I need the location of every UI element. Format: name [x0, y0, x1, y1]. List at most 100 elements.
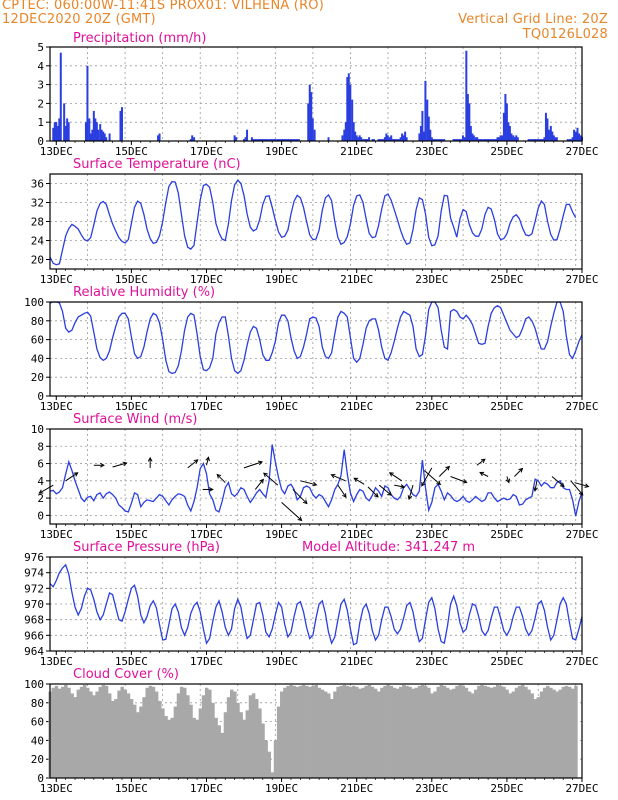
precip-bar — [529, 139, 532, 141]
cloud-bar — [145, 687, 149, 778]
cloud-bar — [427, 687, 431, 778]
precip-bar — [488, 139, 491, 141]
precip-bar — [291, 139, 294, 141]
y-tick-label: 40 — [31, 352, 44, 365]
precip-bar — [346, 77, 349, 141]
precip-bar — [94, 118, 97, 141]
wind-vector-arrow — [65, 472, 79, 482]
precip-bar — [576, 127, 579, 141]
precip-bar — [66, 118, 69, 141]
precip-bar — [272, 139, 275, 141]
cloud-bar — [436, 686, 441, 778]
cloud-bar — [364, 685, 369, 778]
wind-vector-arrow — [263, 472, 279, 486]
x-tick-label: 17DEC — [190, 655, 223, 668]
cloud-bar — [183, 687, 187, 778]
cloud-bar — [270, 772, 275, 778]
precip-bar — [402, 135, 405, 141]
precip-bar — [292, 139, 295, 141]
x-tick-label: 27DEC — [565, 145, 598, 158]
cloud-bar — [377, 691, 381, 778]
y-tick-label: 2 — [37, 97, 44, 110]
precip-bar — [289, 139, 292, 141]
x-tick-label: 19DEC — [265, 145, 298, 158]
wind-vector-arrow — [187, 459, 199, 469]
panel-pres: Surface Pressure (hPa) Model Altitude: 34… — [24, 540, 598, 668]
precip-bar — [474, 137, 477, 141]
precip-bar — [493, 139, 496, 141]
cloud-bar — [323, 691, 328, 778]
precip-bar — [84, 122, 87, 141]
cloud-bar — [345, 685, 350, 778]
cloud-bar — [286, 685, 290, 778]
cloud-bar — [367, 684, 372, 778]
precip-bar — [311, 118, 314, 141]
cloud-bar — [567, 686, 572, 778]
precip-bar — [438, 139, 441, 141]
cloud-bar — [54, 685, 59, 778]
cloud-bar — [173, 706, 178, 778]
precip-bar — [99, 124, 102, 141]
y-tick-label: 0 — [37, 390, 44, 403]
precip-bar — [388, 137, 391, 141]
precip-bar — [568, 139, 571, 141]
wind-vector-arrow — [438, 465, 451, 477]
precip-bar — [543, 137, 546, 141]
precip-bar — [427, 116, 430, 141]
cloud-bar — [73, 697, 78, 778]
wind-vector-arrow — [551, 476, 565, 488]
precip-bar — [385, 133, 388, 141]
wind-vector-arrow — [367, 486, 379, 498]
precip-bar — [264, 139, 267, 141]
precip-bar — [56, 125, 59, 141]
precip-bar — [55, 122, 58, 141]
precip-bar — [394, 139, 397, 141]
precip-bar — [457, 139, 460, 141]
cloud-bar — [154, 691, 159, 778]
cloud-bar — [564, 685, 569, 778]
precip-bar — [349, 84, 352, 141]
precip-bar — [571, 137, 574, 141]
precip-bar — [390, 135, 393, 141]
x-tick-label: 19DEC — [265, 273, 298, 286]
precip-bar — [440, 139, 443, 141]
precip-bar — [484, 139, 487, 141]
precip-bar — [490, 139, 493, 141]
cloud-bar — [195, 719, 200, 778]
x-tick-label: 23DEC — [415, 273, 448, 286]
precip-bar — [244, 137, 247, 141]
precip-bar — [307, 103, 310, 141]
precip-bar — [193, 137, 196, 141]
precip-bar — [512, 135, 515, 141]
cloud-bar — [574, 685, 578, 778]
x-tick-label: 21DEC — [340, 400, 373, 413]
cloud-bar — [64, 684, 68, 778]
precip-bar — [455, 139, 458, 141]
plot-frame — [49, 683, 583, 779]
y-tick-label: 24 — [31, 235, 45, 248]
header-grid-line: Vertical Grid Line: 20Z — [458, 12, 608, 27]
y-tick-label: 8 — [37, 440, 44, 453]
wind-vector-arrow — [147, 456, 153, 468]
precip-bar — [378, 139, 381, 141]
cloud-bar — [189, 704, 193, 778]
cloud-bar — [342, 684, 347, 778]
x-tick-label: 25DEC — [490, 528, 523, 541]
precip-bar — [279, 139, 282, 141]
cloud-bar — [442, 685, 447, 778]
wind-vector-arrow — [476, 458, 486, 466]
y-tick-label: 972 — [24, 582, 44, 595]
x-tick-label: 27DEC — [565, 655, 598, 668]
precip-bar — [103, 133, 106, 141]
cloud-bar — [142, 697, 146, 778]
cloud-bar — [495, 684, 500, 778]
cloud-bar — [248, 695, 253, 778]
y-tick-label: 6 — [37, 458, 44, 471]
cloud-bar — [151, 686, 156, 778]
precip-bar — [280, 139, 283, 141]
precip-bar — [510, 133, 513, 141]
x-tick-label: 21DEC — [340, 145, 373, 158]
precip-bar — [461, 135, 464, 141]
x-tick-label: 25DEC — [490, 782, 523, 795]
precip-bar — [468, 103, 471, 141]
